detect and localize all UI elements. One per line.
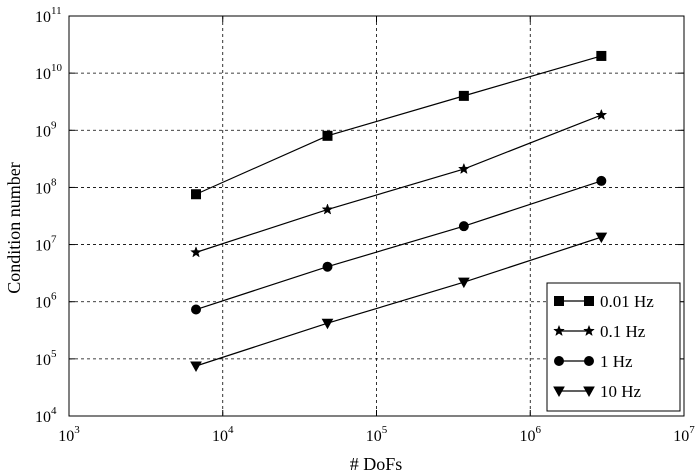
legend-item: 10 Hz bbox=[553, 382, 642, 401]
x-tick-label: 103 bbox=[58, 424, 80, 445]
data-point bbox=[458, 221, 469, 232]
x-tick-label: 104 bbox=[212, 424, 234, 445]
data-point bbox=[595, 108, 608, 121]
series-0 bbox=[191, 50, 607, 200]
y-tick-label: 1010 bbox=[35, 62, 63, 83]
y-tick-label: 106 bbox=[35, 291, 57, 312]
data-point bbox=[596, 50, 607, 61]
data-point bbox=[190, 361, 202, 373]
data-point bbox=[458, 277, 470, 289]
legend-marker bbox=[553, 324, 565, 337]
legend-label: 0.1 Hz bbox=[600, 322, 646, 341]
data-point bbox=[321, 203, 334, 215]
legend-marker bbox=[583, 324, 595, 337]
x-tick-label: 105 bbox=[366, 424, 388, 445]
data-point bbox=[191, 304, 202, 315]
x-tick-label: 107 bbox=[673, 424, 695, 445]
x-axis-label: # DoFs bbox=[350, 454, 403, 474]
series-1 bbox=[190, 108, 608, 258]
series-line bbox=[195, 114, 602, 253]
series-2 bbox=[191, 175, 607, 315]
legend-label: 10 Hz bbox=[600, 382, 642, 401]
axis-ticks bbox=[68, 15, 685, 417]
y-axis-label: Condition number bbox=[4, 162, 24, 294]
data-point bbox=[190, 246, 202, 258]
y-tick-labels: 104 105 106 107 108 109 1010 1011 bbox=[35, 5, 63, 426]
y-tick-label: 107 bbox=[35, 234, 57, 255]
data-point bbox=[457, 162, 470, 175]
y-tick-label: 1011 bbox=[35, 5, 62, 26]
series-3 bbox=[190, 232, 608, 373]
x-tick-label: 106 bbox=[520, 424, 542, 445]
legend-label: 0.01 Hz bbox=[600, 292, 654, 311]
legend-item: 0.1 Hz bbox=[553, 322, 646, 341]
data-point bbox=[596, 175, 607, 186]
legend-box bbox=[546, 282, 681, 412]
legend-marker bbox=[553, 386, 565, 398]
legend: 0.01 Hz 0.1 Hz 1 Hz 10 Hz bbox=[546, 282, 681, 412]
legend-label: 1 Hz bbox=[600, 352, 633, 371]
series-layer bbox=[190, 50, 608, 373]
data-point bbox=[322, 261, 333, 272]
series-line bbox=[195, 236, 602, 367]
grid bbox=[69, 16, 684, 416]
legend-marker bbox=[584, 296, 594, 306]
legend-item: 1 Hz bbox=[554, 352, 633, 371]
data-point bbox=[458, 90, 469, 101]
data-point bbox=[191, 189, 202, 200]
legend-marker bbox=[584, 356, 594, 366]
x-tick-labels: 103 104 105 106 107 bbox=[58, 424, 695, 445]
data-point bbox=[322, 130, 333, 141]
series-line bbox=[195, 180, 602, 311]
legend-marker bbox=[583, 386, 595, 398]
data-point bbox=[321, 318, 334, 330]
legend-item: 0.01 Hz bbox=[554, 292, 654, 311]
data-point bbox=[595, 232, 608, 244]
y-tick-label: 108 bbox=[35, 176, 57, 197]
y-tick-label: 109 bbox=[35, 119, 57, 140]
y-tick-label: 104 bbox=[35, 405, 57, 426]
series-line bbox=[195, 55, 602, 195]
legend-marker bbox=[554, 296, 564, 306]
legend-marker bbox=[554, 356, 564, 366]
y-tick-label: 105 bbox=[35, 348, 57, 369]
